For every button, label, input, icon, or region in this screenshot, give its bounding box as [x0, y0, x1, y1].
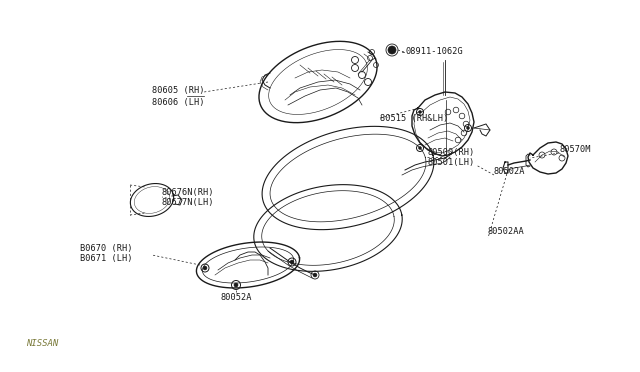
- Text: B0671 (LH): B0671 (LH): [80, 254, 132, 263]
- Text: 80501(LH): 80501(LH): [427, 158, 474, 167]
- Text: B0670 (RH): B0670 (RH): [80, 244, 132, 253]
- Text: 80605 (RH): 80605 (RH): [152, 86, 205, 94]
- Circle shape: [388, 46, 396, 54]
- Circle shape: [419, 110, 422, 113]
- Text: 80676N(RH): 80676N(RH): [162, 187, 214, 196]
- Text: 80052A: 80052A: [220, 294, 252, 302]
- Text: 80570M: 80570M: [559, 145, 591, 154]
- Circle shape: [467, 126, 470, 129]
- Circle shape: [203, 266, 207, 270]
- Text: NISSAN: NISSAN: [26, 339, 58, 347]
- Text: 80677N(LH): 80677N(LH): [162, 199, 214, 208]
- Circle shape: [290, 260, 294, 264]
- Text: 80502AA: 80502AA: [488, 228, 525, 237]
- Text: 80500(RH): 80500(RH): [427, 148, 474, 157]
- Circle shape: [313, 273, 317, 277]
- Text: 80502A: 80502A: [494, 167, 525, 176]
- Circle shape: [234, 283, 238, 287]
- Text: 80606 (LH): 80606 (LH): [152, 97, 205, 106]
- Text: 08911-1062G: 08911-1062G: [406, 48, 464, 57]
- Circle shape: [419, 147, 422, 150]
- Text: 80515 (RH&LH): 80515 (RH&LH): [380, 113, 448, 122]
